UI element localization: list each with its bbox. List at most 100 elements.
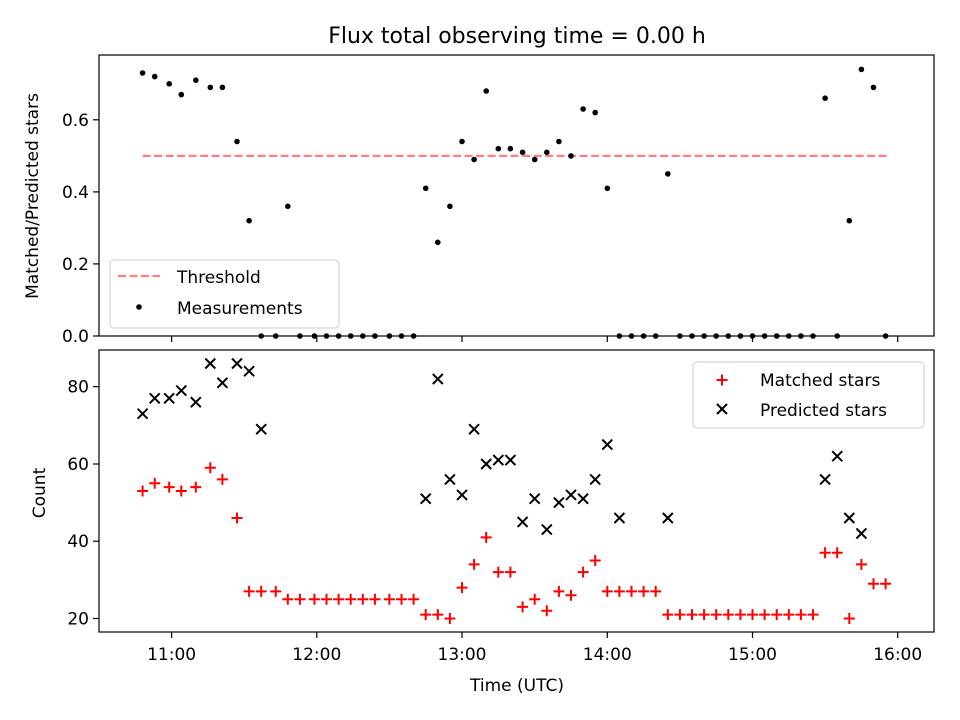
y-tick-label: 0.2 <box>62 255 89 275</box>
matched-star-point <box>855 558 867 570</box>
chart-title: Flux total observing time = 0.00 h <box>328 24 706 49</box>
matched-star-point <box>601 585 613 597</box>
predicted-star-point <box>444 473 456 486</box>
data-point <box>422 185 429 192</box>
data-point <box>580 106 586 112</box>
predicted-star-point <box>216 377 229 389</box>
data-point <box>592 109 598 116</box>
data-point <box>139 70 146 76</box>
top-panel: 0.0 0.2 0.4 0.6 Threshold Measurements <box>62 54 935 347</box>
data-point <box>207 84 214 91</box>
predicted-star-point <box>432 373 444 385</box>
matched-star-point <box>432 609 444 621</box>
matched-star-point <box>408 593 420 605</box>
data-point <box>193 77 199 83</box>
matched-star-point <box>396 593 407 605</box>
matched-star-point <box>783 609 795 621</box>
predicted-star-point <box>843 512 856 524</box>
axes-frame <box>98 54 935 337</box>
y-tick-label: 80 <box>67 378 89 398</box>
matched-star-point <box>662 609 674 621</box>
matched-star-point <box>565 589 577 601</box>
matched-star-point <box>626 585 637 597</box>
y-tick-label: 40 <box>67 532 89 552</box>
y-tick-label: 0.4 <box>62 183 89 203</box>
data-point <box>507 145 514 152</box>
predicted-star-point <box>148 392 161 405</box>
predicted-star-point <box>255 423 267 435</box>
x-tick-label: 15:00 <box>728 645 777 665</box>
matched-star-point <box>255 585 267 597</box>
matched-star-point <box>710 609 722 621</box>
matched-star-point <box>216 473 228 485</box>
matched-star-point <box>190 481 202 493</box>
predicted-star-point <box>480 458 492 470</box>
x-tick-label: 14:00 <box>583 645 632 665</box>
x-tick-label: 12:00 <box>292 645 341 665</box>
matched-star-point <box>243 585 255 597</box>
predicted-star-point <box>175 384 188 397</box>
matched-star-point <box>456 582 468 594</box>
predicted-star-point <box>565 489 577 501</box>
predicted-star-point <box>492 454 505 466</box>
predicted-star-point <box>855 527 868 540</box>
matched-star-point <box>345 593 357 605</box>
x-tick-label: 16:00 <box>873 645 922 665</box>
predicted-star-point <box>662 512 674 524</box>
matched-star-point <box>638 585 650 597</box>
predicted-star-point <box>601 438 614 451</box>
matched-star-point <box>819 547 831 559</box>
predicted-star-point <box>468 423 480 435</box>
matched-star-point <box>137 485 149 497</box>
matched-star-point <box>149 477 161 489</box>
predicted-star-point <box>204 357 217 370</box>
data-point <box>531 156 538 163</box>
predicted-star-point <box>504 454 517 466</box>
legend-threshold-label: Threshold <box>176 268 261 288</box>
matched-star-point <box>321 593 332 605</box>
x-tick-label: 11:00 <box>147 645 196 665</box>
predicted-star-point <box>577 492 589 505</box>
matched-star-point <box>420 609 432 621</box>
predicted-star-point <box>528 492 541 505</box>
data-point <box>178 91 185 98</box>
matched-star-point <box>674 609 686 621</box>
predicted-star-point <box>136 407 149 420</box>
matched-star-point <box>686 609 698 621</box>
bottom-y-axis-label: Count <box>30 467 50 518</box>
series-predicted-stars <box>136 357 868 540</box>
y-tick-label: 20 <box>67 610 89 630</box>
matched-star-point <box>831 547 843 559</box>
data-point <box>846 217 853 224</box>
matched-star-point <box>771 609 783 621</box>
matched-star-point <box>333 593 345 605</box>
bottom-panel: 20 40 60 80 11:00 12:00 13:00 14:00 15:00 16:00 Ma… <box>67 349 935 665</box>
legend-predicted-swatch <box>716 403 728 415</box>
data-point <box>459 138 465 145</box>
legend-measurements-label: Measurements <box>177 299 303 319</box>
matched-star-point <box>577 566 589 578</box>
matched-star-point <box>807 609 819 621</box>
matched-star-point <box>529 593 541 605</box>
predicted-star-point <box>613 512 626 524</box>
matched-star-point <box>722 609 734 621</box>
series-matched-stars <box>137 462 892 624</box>
predicted-star-point <box>456 489 468 501</box>
data-point <box>556 138 562 145</box>
y-tick-label: 0.6 <box>62 111 89 131</box>
predicted-star-point <box>541 523 553 536</box>
matched-star-point <box>589 555 601 566</box>
top-y-axis-label: Matched/Predicted stars <box>23 93 43 299</box>
legend-matched-label: Matched stars <box>760 371 880 391</box>
axes-frame <box>98 349 935 633</box>
matched-star-point <box>504 566 516 578</box>
matched-star-point <box>204 462 216 474</box>
matched-star-point <box>795 609 807 621</box>
predicted-star-point <box>163 392 175 405</box>
matched-star-point <box>270 585 282 597</box>
matched-star-point <box>613 585 625 597</box>
data-point <box>822 95 828 101</box>
predicted-star-point <box>553 496 565 509</box>
data-point <box>151 73 158 80</box>
legend: Threshold Measurements <box>109 259 340 329</box>
